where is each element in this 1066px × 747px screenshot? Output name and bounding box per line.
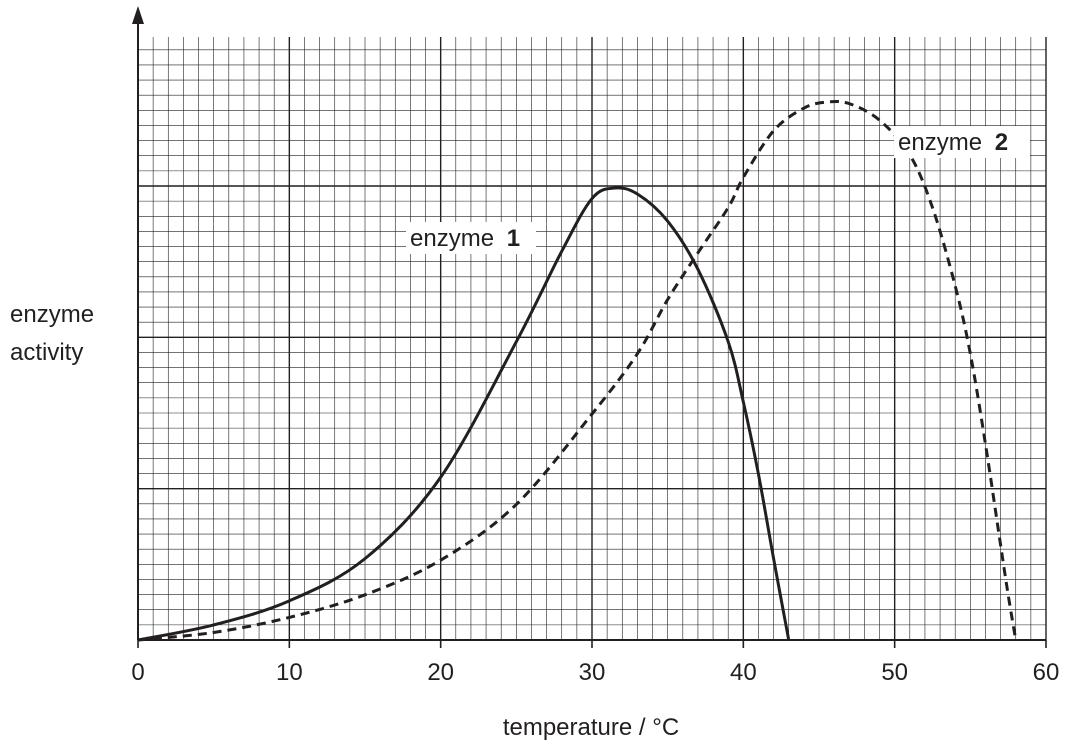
y-axis-arrowhead [132, 6, 144, 24]
axes [132, 6, 1046, 641]
enzyme-1-label: enzyme 1 [406, 222, 536, 254]
svg-text:enzyme 1: enzyme 1 [410, 225, 520, 252]
y-axis-label-line-2: activity [10, 339, 83, 366]
x-tick-label: 0 [131, 659, 144, 686]
x-tick-label: 60 [1033, 659, 1060, 686]
x-tick-label: 50 [881, 659, 908, 686]
x-tick-label: 10 [276, 659, 303, 686]
enzyme-2-label-number: 2 [995, 129, 1008, 156]
enzyme-1-curve [137, 186, 791, 642]
enzyme-2-curve [137, 99, 1018, 642]
x-axis-label: temperature / °C [503, 714, 679, 741]
curves [137, 99, 1018, 642]
y-axis-label-line-1: enzyme [10, 301, 94, 328]
enzyme-2-label-word: enzyme [898, 129, 982, 156]
svg-text:enzyme 2: enzyme 2 [898, 129, 1008, 156]
enzyme-1-label-number: 1 [507, 225, 520, 252]
x-tick-label: 30 [579, 659, 606, 686]
enzyme-2-label: enzyme 2 [894, 126, 1030, 158]
x-tick-label: 40 [730, 659, 757, 686]
x-tick-label: 20 [427, 659, 454, 686]
x-tick-labels: 0 10 20 30 40 50 60 [131, 640, 1059, 686]
enzyme-1-label-word: enzyme [410, 225, 494, 252]
